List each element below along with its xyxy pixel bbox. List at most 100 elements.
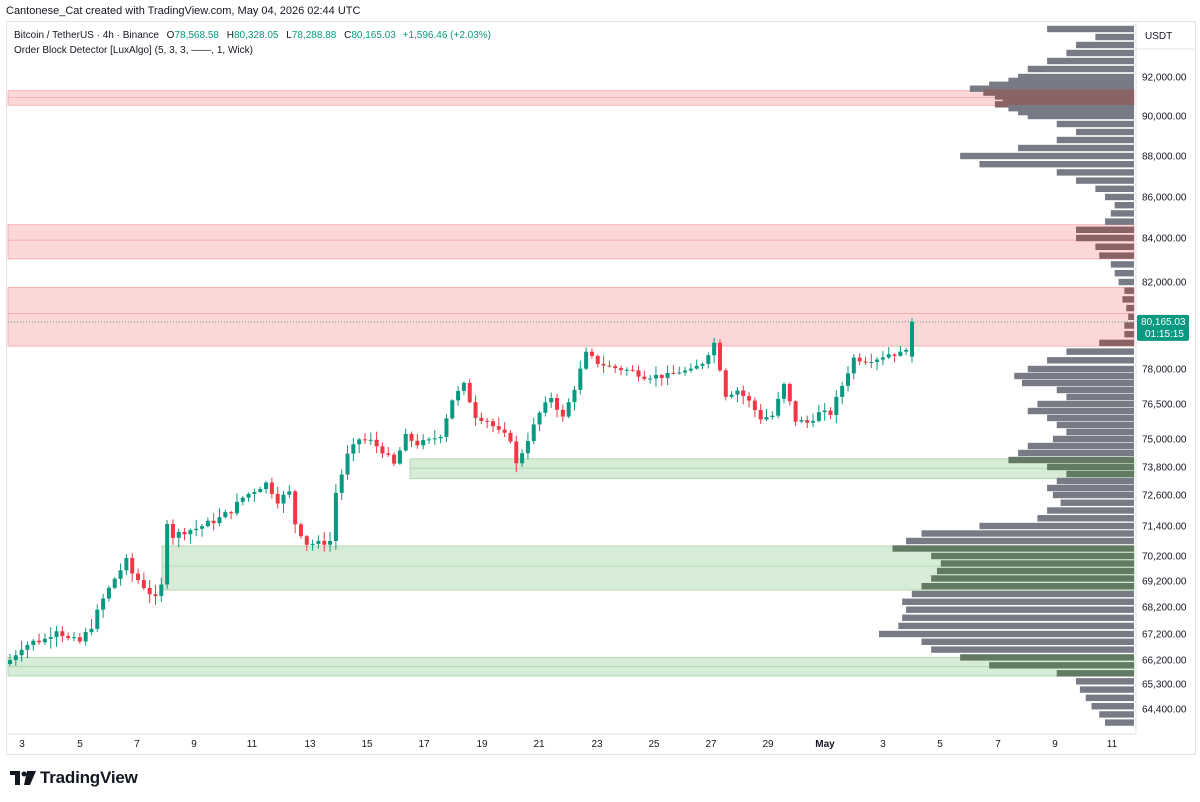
volume-profile-bar [879, 630, 1134, 638]
price-tick-label: 92,000.00 [1142, 73, 1187, 84]
candle-up [432, 438, 437, 440]
chart-legend: Bitcoin / TetherUS · 4h · Binance O78,56… [14, 28, 491, 58]
candle-up [572, 389, 577, 403]
price-tick-label: 69,200.00 [1142, 577, 1187, 588]
volume-profile-bar [931, 575, 1134, 582]
candle-up [246, 493, 251, 498]
candle-up [543, 402, 548, 413]
candle-up [25, 645, 30, 650]
time-tick-label: May [815, 739, 835, 750]
price-tick-label: 90,000.00 [1142, 112, 1187, 123]
candle-down [479, 417, 484, 421]
candle-down [630, 369, 635, 371]
candle-down [374, 439, 379, 447]
volume-profile-bar [1018, 144, 1134, 152]
volume-profile-bar [1124, 322, 1134, 329]
candle-up [200, 526, 205, 529]
symbol-name[interactable]: Bitcoin / TetherUS · 4h · Binance [14, 30, 159, 41]
open-label: O [166, 30, 175, 41]
volume-profile-bar [892, 545, 1134, 552]
candle-up [770, 415, 775, 418]
volume-profile-bar [1047, 463, 1134, 471]
candle-up [584, 351, 589, 369]
volume-profile-bar [1002, 97, 1134, 104]
candle-up [31, 640, 36, 646]
price-tick-label: 71,400.00 [1142, 522, 1187, 533]
candle-up [48, 637, 53, 639]
candle-up [456, 390, 461, 401]
time-tick-label: 29 [762, 739, 774, 750]
candle-up [13, 655, 18, 661]
candle-down [747, 396, 752, 401]
candle-up [357, 439, 362, 445]
volume-profile-bar [1076, 128, 1134, 136]
candle-down [787, 383, 792, 402]
low-value: 78,288.88 [291, 30, 337, 41]
time-tick-label: 11 [1107, 739, 1118, 750]
volume-profile-bar [931, 552, 1134, 560]
candle-up [19, 649, 24, 656]
volume-profile-bar [1047, 507, 1134, 514]
indicator-line[interactable]: Order Block Detector [LuxAlgo] (5, 3, 3,… [14, 45, 253, 56]
volume-profile-bar [906, 537, 1134, 545]
candle-up [461, 382, 466, 391]
candle-up [165, 524, 170, 585]
order-block-bearish [7, 90, 1135, 106]
candle-down [555, 397, 560, 410]
candle-down [496, 426, 501, 430]
candle-up [106, 587, 111, 599]
time-tick-label: 7 [995, 739, 1001, 750]
volume-profile-bar [1027, 407, 1134, 415]
volume-profile-bar [1027, 112, 1134, 120]
volume-profile-bar [1060, 499, 1134, 506]
candle-up [194, 528, 199, 531]
candle-up [118, 570, 123, 579]
high-label: H [226, 30, 234, 41]
candle-up [223, 512, 228, 518]
candle-countdown: 01:15:15 [1145, 329, 1184, 340]
candle-down [485, 420, 490, 422]
candle-up [706, 355, 711, 364]
volume-profile-bar [1091, 703, 1134, 710]
candle-up [880, 357, 885, 360]
volume-profile-bar [979, 161, 1134, 168]
candle-down [153, 594, 158, 597]
candle-up [904, 349, 909, 352]
candle-down [595, 355, 600, 364]
volume-profile-bar [906, 606, 1134, 613]
candle-up [112, 578, 117, 588]
volume-profile-bar [1066, 348, 1134, 355]
candle-down [380, 446, 385, 454]
volume-profile-bar [1122, 296, 1134, 303]
candle-up [310, 543, 315, 545]
candle-up [450, 400, 455, 419]
candle-up [8, 660, 12, 664]
tradingview-logo[interactable]: TradingView [10, 767, 138, 789]
price-tick-label: 88,000.00 [1142, 152, 1187, 163]
time-tick-label: 3 [19, 739, 25, 750]
candle-down [560, 409, 565, 417]
candle-down [857, 357, 862, 362]
candle-up [421, 440, 426, 446]
volume-profile-bar [1052, 435, 1134, 443]
price-tick-label: 73,800.00 [1142, 463, 1187, 474]
candle-up [653, 374, 658, 379]
candle-down [752, 400, 757, 411]
volume-profile-bar [1066, 49, 1134, 57]
volume-profile-bar [1047, 414, 1134, 422]
volume-profile [879, 25, 1134, 726]
candle-down [636, 370, 641, 377]
volume-profile-bar [1047, 25, 1134, 33]
candle-up [101, 598, 106, 610]
candle-up [525, 441, 530, 454]
volume-profile-bar [1066, 470, 1134, 478]
candle-up [83, 632, 88, 642]
candle-up [764, 417, 769, 420]
volume-profile-bar [1056, 169, 1134, 176]
candle-up [258, 489, 263, 492]
volume-profile-bar [960, 152, 1134, 160]
price-tick-label: 70,200.00 [1142, 552, 1187, 563]
price-tick-label: 78,000.00 [1142, 365, 1187, 376]
volume-profile-bar [1056, 670, 1134, 677]
